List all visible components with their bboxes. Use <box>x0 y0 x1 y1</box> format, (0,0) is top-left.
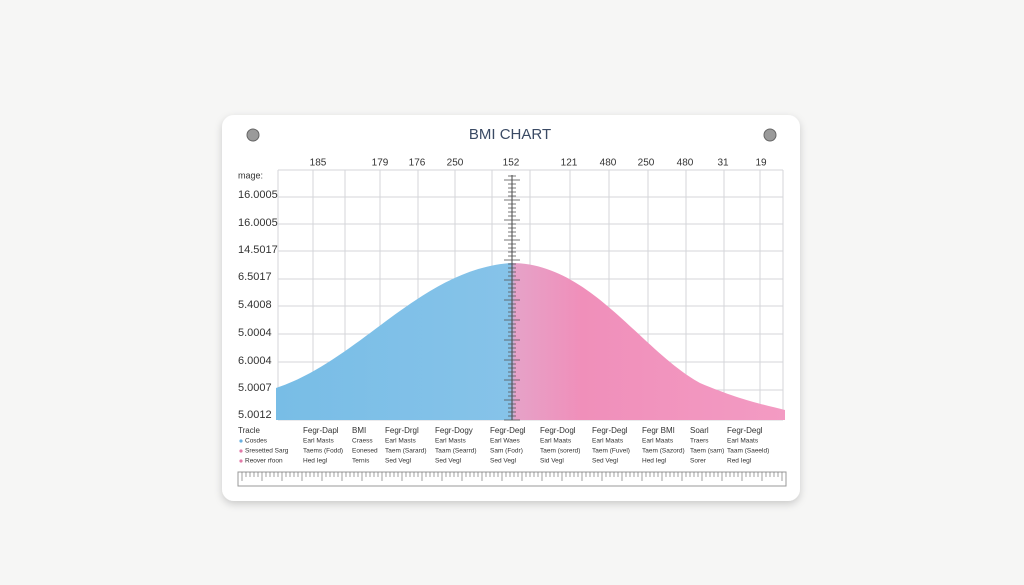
column-text: Earl Masts <box>385 438 416 445</box>
column-text: Earl Masts <box>435 438 466 445</box>
screw <box>763 128 777 142</box>
column-text: Traers <box>690 438 709 445</box>
column-text: Ternis <box>352 458 370 465</box>
column-text: Taam (Saeeld) <box>727 448 769 455</box>
y-label: 5.0012 <box>238 409 272 421</box>
column-text: Sed Vegl <box>592 458 619 465</box>
y-label: 5.4008 <box>238 299 272 311</box>
legend-dot <box>239 459 243 463</box>
column-text: Fegr-Dapl <box>303 426 339 435</box>
y-label: 5.0007 <box>238 382 272 394</box>
column-text: Fegr-Dogy <box>435 426 473 435</box>
top-label: 31 <box>717 158 729 169</box>
top-label: 480 <box>600 158 617 169</box>
column-text: Craess <box>352 438 373 445</box>
column-text: Taam (Searrd) <box>435 448 477 455</box>
y-label: mage: <box>238 170 263 180</box>
column-text: Earl Maats <box>642 438 674 445</box>
legend-text: Reover rfoon <box>245 458 283 465</box>
column-text: Taem (Fuvel) <box>592 448 630 455</box>
column-text: Sed Vegl <box>435 458 462 465</box>
top-label: 480 <box>677 158 694 169</box>
top-label: 250 <box>447 158 464 169</box>
y-label: 5.0004 <box>238 327 272 339</box>
column-text: BMI <box>352 426 366 435</box>
column-text: Sed Vegl <box>385 458 412 465</box>
column-text: Sed Vegl <box>490 458 517 465</box>
y-label: 14.5017 <box>238 244 278 256</box>
column-text: Taems (Fodd) <box>303 448 343 455</box>
column-text: Taem (sam) <box>690 448 724 455</box>
top-label: 185 <box>310 158 327 169</box>
top-label: 176 <box>409 158 426 169</box>
column-text: Fegr-Dogl <box>540 426 576 435</box>
legend-text: Sresetted Sarg <box>245 448 289 455</box>
y-label: 6.0004 <box>238 355 272 367</box>
legend-dot <box>239 439 243 443</box>
bottom-ruler <box>237 471 787 487</box>
bottom-ruler-ticks <box>241 472 783 481</box>
top-label: 179 <box>372 158 389 169</box>
column-text: Taem (Sazord) <box>642 448 685 455</box>
column-text: Red Iegl <box>727 458 752 465</box>
column-text: Earl Maats <box>727 438 759 445</box>
column-text: Earl Waes <box>490 438 520 445</box>
column-text: Soarl <box>690 426 709 435</box>
center-ruler <box>504 175 520 421</box>
column-text: Hed Iegl <box>642 458 667 465</box>
top-label: 152 <box>503 158 520 169</box>
column-text: Fegr-Degl <box>592 426 628 435</box>
y-label: 16.0005 <box>238 189 278 201</box>
column-text: Taem (Sarard) <box>385 448 427 455</box>
bell-curve <box>276 262 785 420</box>
column-text: Sid Vegl <box>540 458 564 465</box>
column-text: Earl Maats <box>540 438 572 445</box>
column-text: Fegr-Degl <box>727 426 763 435</box>
column-text: Fegr BMI <box>642 426 675 435</box>
column-text: Earl Masts <box>303 438 334 445</box>
legend-text: Tracle <box>238 426 260 435</box>
title: BMI CHART <box>469 126 551 143</box>
top-label: 250 <box>638 158 655 169</box>
y-label: 6.5017 <box>238 271 272 283</box>
column-text: Eonesed <box>352 448 378 455</box>
y-label: 16.0005 <box>238 217 278 229</box>
top-label: 121 <box>561 158 578 169</box>
top-label: 19 <box>755 158 767 169</box>
screw <box>246 128 260 142</box>
column-text: Fegr-Drgl <box>385 426 419 435</box>
column-text: Taem (sorerd) <box>540 448 580 455</box>
column-text: Fegr-Degl <box>490 426 526 435</box>
column-text: Hed Iegl <box>303 458 328 465</box>
legend-text: Cosdes <box>245 438 268 445</box>
column-text: Earl Maats <box>592 438 624 445</box>
column-text: Sam (Fodr) <box>490 448 523 455</box>
column-text: Sorer <box>690 458 707 465</box>
legend-dot <box>239 449 243 453</box>
